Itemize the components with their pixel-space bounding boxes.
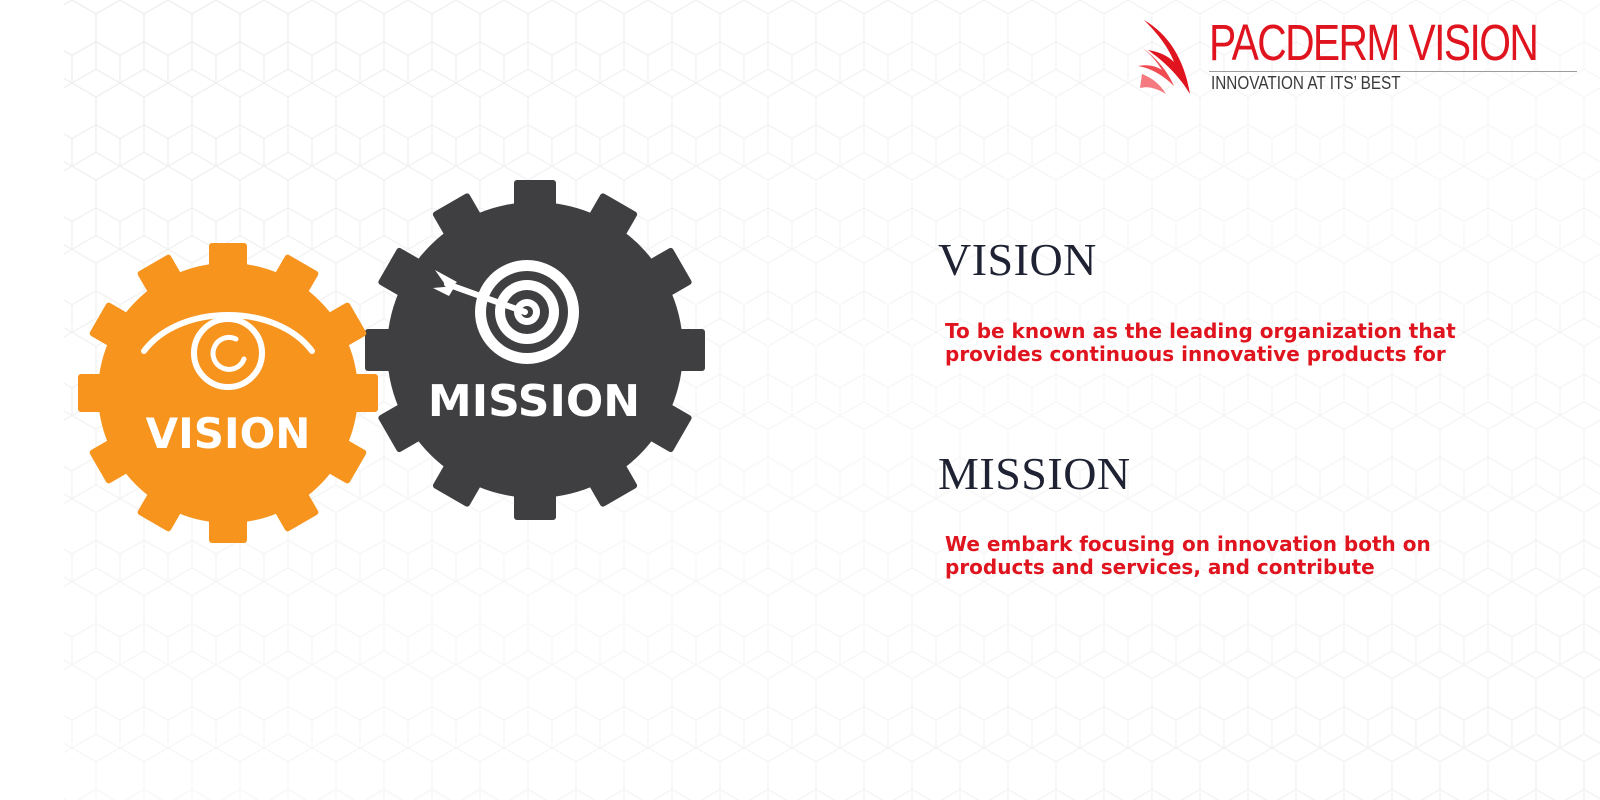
left-margin: [0, 0, 64, 800]
mission-statement-line-2: products and services, and contribute: [945, 555, 1375, 579]
vision-gear: [78, 243, 378, 543]
vision-statement-line-2: provides continuous innovative products …: [945, 342, 1446, 366]
brand-tagline: INNOVATION AT ITS’ BEST: [1211, 73, 1401, 93]
eye-icon: [141, 312, 315, 390]
vision-statement: To be known as the leading organization …: [945, 320, 1545, 366]
brand-logo: PACDERM VISION INNOVATION AT ITS’ BEST: [1138, 14, 1578, 100]
target-arrow-icon: [433, 260, 579, 364]
vision-heading: VISION: [938, 234, 1097, 285]
vision-statement-line-1: To be known as the leading organization …: [945, 319, 1456, 343]
vision-mission-gears: MISSION VISION: [78, 180, 705, 543]
vision-gear-label: VISION: [146, 409, 311, 458]
mission-gear-label: MISSION: [428, 376, 640, 427]
logo-divider: [1209, 71, 1577, 72]
brand-name: PACDERM VISION: [1209, 14, 1539, 71]
mission-statement-line-1: We embark focusing on innovation both on: [945, 532, 1431, 556]
mission-gear: [365, 180, 705, 520]
mission-statement: We embark focusing on innovation both on…: [945, 533, 1545, 579]
mission-heading: MISSION: [938, 448, 1131, 499]
flame-logo-icon: [1138, 20, 1190, 94]
